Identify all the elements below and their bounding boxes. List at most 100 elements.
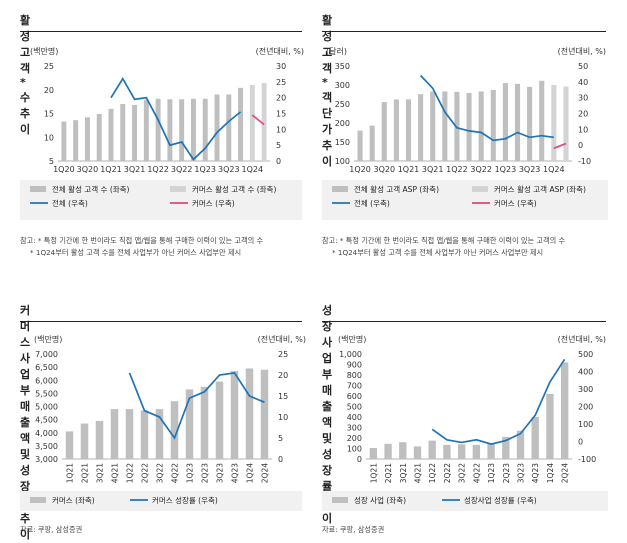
bar	[110, 409, 119, 459]
bar	[125, 409, 134, 459]
bar	[428, 440, 436, 459]
right-tick-label: 20	[278, 371, 288, 380]
legend-swatch	[332, 186, 348, 192]
bar	[202, 98, 208, 161]
title-rule	[322, 31, 606, 32]
right-tick-label: 500	[578, 350, 593, 359]
bar	[384, 443, 392, 459]
bar	[108, 108, 114, 161]
left-tick-label: 20	[44, 86, 54, 95]
bar	[516, 430, 525, 459]
legend-swatch	[170, 186, 186, 192]
legend-box	[322, 491, 608, 511]
bar	[472, 444, 481, 459]
left-axis-unit: (백만명)	[338, 334, 366, 344]
left-tick-label: 200	[335, 119, 350, 128]
left-tick-label: 900	[347, 361, 362, 370]
series-line	[110, 77, 242, 161]
x-tick-label: 1Q22	[147, 165, 169, 174]
right-tick-label: 25	[276, 78, 286, 87]
right-tick-label: 15	[278, 392, 288, 401]
bar	[214, 94, 220, 161]
x-tick-label: 4Q23	[231, 463, 240, 483]
bar	[190, 98, 196, 161]
bar	[132, 104, 138, 161]
panel-title: 활성 고객* 객단가 추이	[322, 14, 332, 168]
legend-label: 커머스 (우축)	[494, 199, 537, 208]
x-tick-label: 4Q22	[472, 463, 481, 483]
left-tick-label: 200	[347, 434, 362, 443]
footnote-2: * 1Q24부터 활성 고객 수를 전체 사업부가 아닌 커머스 사업부만 제시	[332, 248, 544, 257]
bar	[95, 420, 104, 459]
x-tick-label: 3Q23	[519, 165, 541, 174]
bar	[140, 410, 149, 459]
bar	[155, 409, 164, 459]
source-note: 자료: 쿠팡, 삼성증권	[322, 525, 385, 534]
chart-asp: (달러) (전년대비, %) 100 150 200 250 300 350 -10 0 10 20 3…	[322, 46, 608, 220]
legend-label: 커머스 (좌축)	[52, 496, 95, 505]
series-line	[553, 142, 567, 150]
bar	[457, 444, 466, 459]
x-tick-label: 4Q21	[414, 463, 423, 483]
bar	[430, 91, 436, 161]
left-tick-label: 3,500	[35, 442, 58, 451]
bar	[442, 91, 448, 161]
bar	[443, 444, 451, 459]
x-tick-label: 1Q21	[100, 165, 122, 174]
bar	[65, 431, 74, 459]
bar	[369, 447, 378, 459]
right-tick-label: -10	[578, 157, 591, 166]
x-tick-label: 3Q23	[218, 165, 240, 174]
x-tick-label: 1Q20	[349, 165, 371, 174]
x-tick-label: 3Q21	[422, 165, 444, 174]
bar	[381, 102, 387, 161]
left-tick-label: 700	[347, 382, 362, 391]
bar	[405, 99, 412, 161]
x-tick-label: 1Q21	[398, 165, 420, 174]
x-tick-label: 3Q22	[458, 463, 467, 483]
bar	[454, 91, 460, 161]
legend-box	[20, 491, 302, 511]
left-tick-label: 6,000	[35, 376, 58, 385]
left-tick-label: 6,500	[35, 363, 58, 372]
x-tick-label: 1Q23	[186, 463, 195, 483]
legend-swatch	[30, 497, 46, 503]
legend-box	[322, 180, 608, 220]
right-tick-label: 0	[578, 438, 583, 447]
bar	[230, 371, 239, 459]
x-tick-label: 2Q23	[201, 463, 210, 483]
right-tick-label: 400	[578, 368, 593, 377]
right-tick-label: 0	[578, 141, 583, 150]
bar	[357, 130, 363, 161]
x-tick-label: 1Q22	[126, 463, 135, 483]
right-tick-label: 0	[278, 455, 283, 464]
right-tick-label: 15	[276, 110, 286, 119]
bar	[120, 104, 126, 161]
bar	[502, 436, 510, 459]
legend-label: 전체 (우축)	[354, 198, 390, 208]
x-tick-label: 1Q21	[66, 463, 75, 483]
footnote-2: * 1Q24부터 활성 고객 수를 전체 사업부가 아닌 커머스 사업부만 제시	[30, 248, 242, 257]
x-tick-label: 3Q20	[77, 165, 99, 174]
right-tick-label: 300	[578, 385, 593, 394]
legend-label: 커머스 성장률 (우축)	[152, 495, 218, 505]
right-tick-label: 40	[578, 78, 588, 87]
left-tick-label: 4,500	[35, 416, 58, 425]
right-axis-unit: (전년대비, %)	[558, 46, 606, 56]
legend-label: 커머스 활성 고객 수 (좌축)	[192, 184, 276, 194]
title-rule	[322, 321, 606, 322]
x-tick-label: 1Q22	[446, 165, 468, 174]
bar	[560, 362, 569, 459]
left-tick-label: 25	[44, 62, 54, 71]
x-tick-label: 3Q22	[156, 463, 165, 483]
x-tick-label: 1Q23	[487, 463, 496, 483]
legend-label: 전체 (우축)	[52, 198, 88, 208]
bar	[226, 94, 232, 161]
footnote-1: 참고: * 특정 기간에 한 번이라도 직접 앱/웹을 통해 구매한 이력이 있…	[20, 236, 264, 245]
legend-label: 커머스 활성 고객 ASP (좌축)	[494, 184, 586, 194]
right-tick-label: 50	[578, 62, 588, 71]
left-tick-label: 5,500	[35, 389, 58, 398]
right-tick-label: 0	[276, 157, 281, 166]
left-tick-label: 350	[335, 62, 350, 71]
x-tick-label: 1Q24	[546, 463, 555, 483]
